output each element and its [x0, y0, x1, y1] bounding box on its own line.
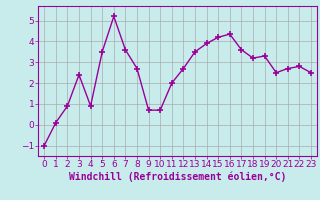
X-axis label: Windchill (Refroidissement éolien,°C): Windchill (Refroidissement éolien,°C) [69, 172, 286, 182]
